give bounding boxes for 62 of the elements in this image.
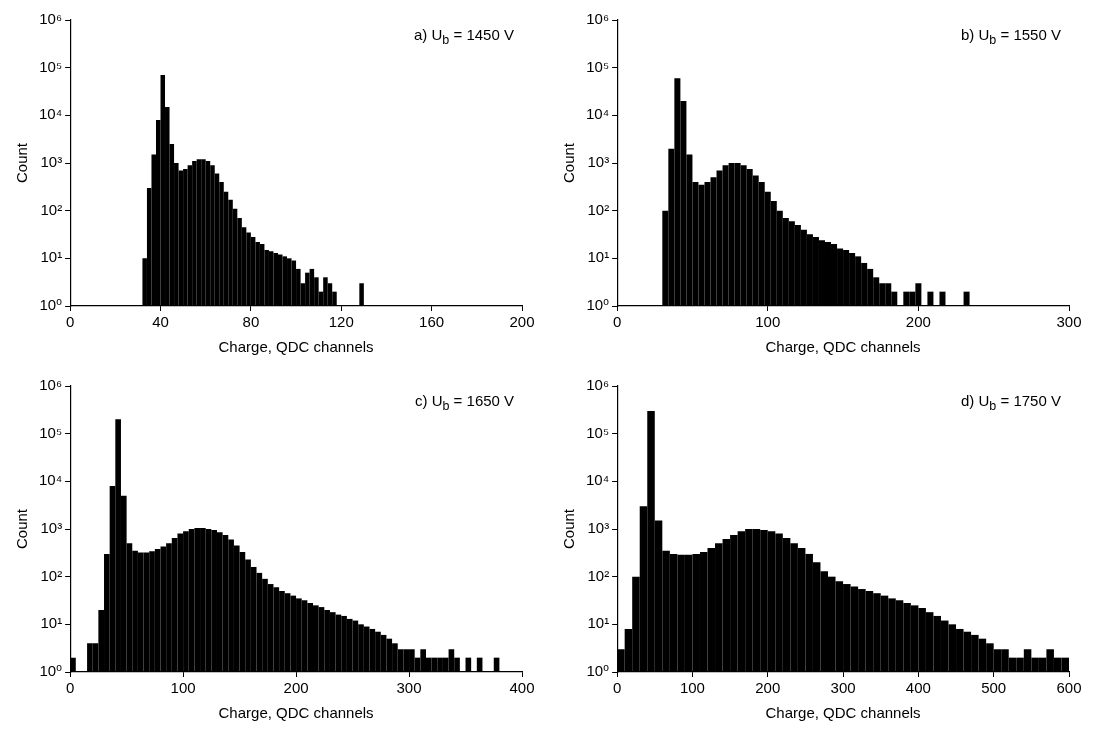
x-tick-label: 400 bbox=[509, 679, 535, 697]
y-tick-label: 10¹ bbox=[587, 248, 610, 266]
y-axis-title: Count bbox=[13, 508, 31, 550]
y-tick-label: 10⁵ bbox=[586, 57, 610, 75]
y-tick-label: 10⁵ bbox=[39, 57, 63, 75]
x-tick-label: 200 bbox=[905, 313, 931, 331]
x-tick-label: 100 bbox=[170, 679, 196, 697]
x-tick-label: 300 bbox=[830, 679, 856, 697]
y-tick-label: 10⁵ bbox=[586, 423, 610, 441]
x-tick-label: 0 bbox=[612, 313, 622, 331]
y-tick-label: 10⁶ bbox=[39, 376, 63, 394]
x-tick-label: 40 bbox=[152, 313, 169, 331]
y-tick-label: 10⁴ bbox=[38, 105, 63, 123]
x-tick-label: 0 bbox=[65, 313, 75, 331]
x-tick-label: 500 bbox=[981, 679, 1007, 697]
x-tick-label: 400 bbox=[905, 679, 931, 697]
x-tick-label: 600 bbox=[1056, 679, 1082, 697]
y-tick-label: 10² bbox=[587, 200, 610, 218]
y-tick-label: 10⁰ bbox=[39, 296, 63, 314]
y-tick-label: 10³ bbox=[587, 153, 610, 171]
x-tick-label: 300 bbox=[396, 679, 422, 697]
y-tick-label: 10² bbox=[40, 200, 63, 218]
text: a) U$_{b}$ = 1450 V bbox=[414, 26, 514, 47]
y-tick-label: 10⁴ bbox=[585, 471, 610, 489]
x-tick-label: 0 bbox=[65, 679, 75, 697]
x-tick-label: 200 bbox=[283, 679, 309, 697]
y-tick-label: 10² bbox=[40, 566, 63, 584]
text: b) U$_{b}$ = 1550 V bbox=[961, 26, 1061, 47]
y-tick-label: 10⁶ bbox=[39, 10, 63, 28]
y-tick-label: 10⁴ bbox=[585, 105, 610, 123]
y-tick-label: 10² bbox=[587, 566, 610, 584]
y-tick-label: 10³ bbox=[40, 153, 63, 171]
y-tick-label: 10⁰ bbox=[586, 296, 610, 314]
y-tick-label: 10¹ bbox=[40, 248, 63, 266]
y-tick-label: 10⁰ bbox=[39, 662, 63, 680]
text: d) U$_{b}$ = 1750 V bbox=[961, 392, 1061, 413]
y-axis-title: Count bbox=[560, 508, 578, 550]
x-axis-title: Charge, QDC channels bbox=[218, 338, 374, 356]
x-axis-title: Charge, QDC channels bbox=[218, 704, 374, 722]
x-tick-label: 300 bbox=[1056, 313, 1082, 331]
x-tick-label: 200 bbox=[755, 679, 781, 697]
y-tick-label: 10¹ bbox=[587, 614, 610, 632]
y-tick-label: 10³ bbox=[40, 519, 63, 537]
x-tick-label: 120 bbox=[328, 313, 354, 331]
x-tick-label: 100 bbox=[679, 679, 705, 697]
x-tick-label: 80 bbox=[242, 313, 260, 331]
y-tick-label: 10¹ bbox=[40, 614, 63, 632]
y-tick-label: 10⁵ bbox=[39, 423, 63, 441]
x-axis-title: Charge, QDC channels bbox=[765, 338, 921, 356]
text: c) U$_{b}$ = 1650 V bbox=[415, 392, 515, 413]
x-axis-title: Charge, QDC channels bbox=[765, 704, 921, 722]
y-tick-label: 10⁰ bbox=[586, 662, 610, 680]
x-tick-label: 0 bbox=[612, 679, 622, 697]
x-tick-label: 160 bbox=[419, 313, 445, 331]
x-tick-label: 200 bbox=[509, 313, 535, 331]
y-tick-label: 10⁴ bbox=[38, 471, 63, 489]
y-tick-label: 10⁶ bbox=[586, 376, 610, 394]
y-tick-label: 10⁶ bbox=[586, 10, 610, 28]
y-axis-title: Count bbox=[560, 142, 578, 184]
y-tick-label: 10³ bbox=[587, 519, 610, 537]
x-tick-label: 100 bbox=[755, 313, 781, 331]
y-axis-title: Count bbox=[13, 142, 31, 184]
